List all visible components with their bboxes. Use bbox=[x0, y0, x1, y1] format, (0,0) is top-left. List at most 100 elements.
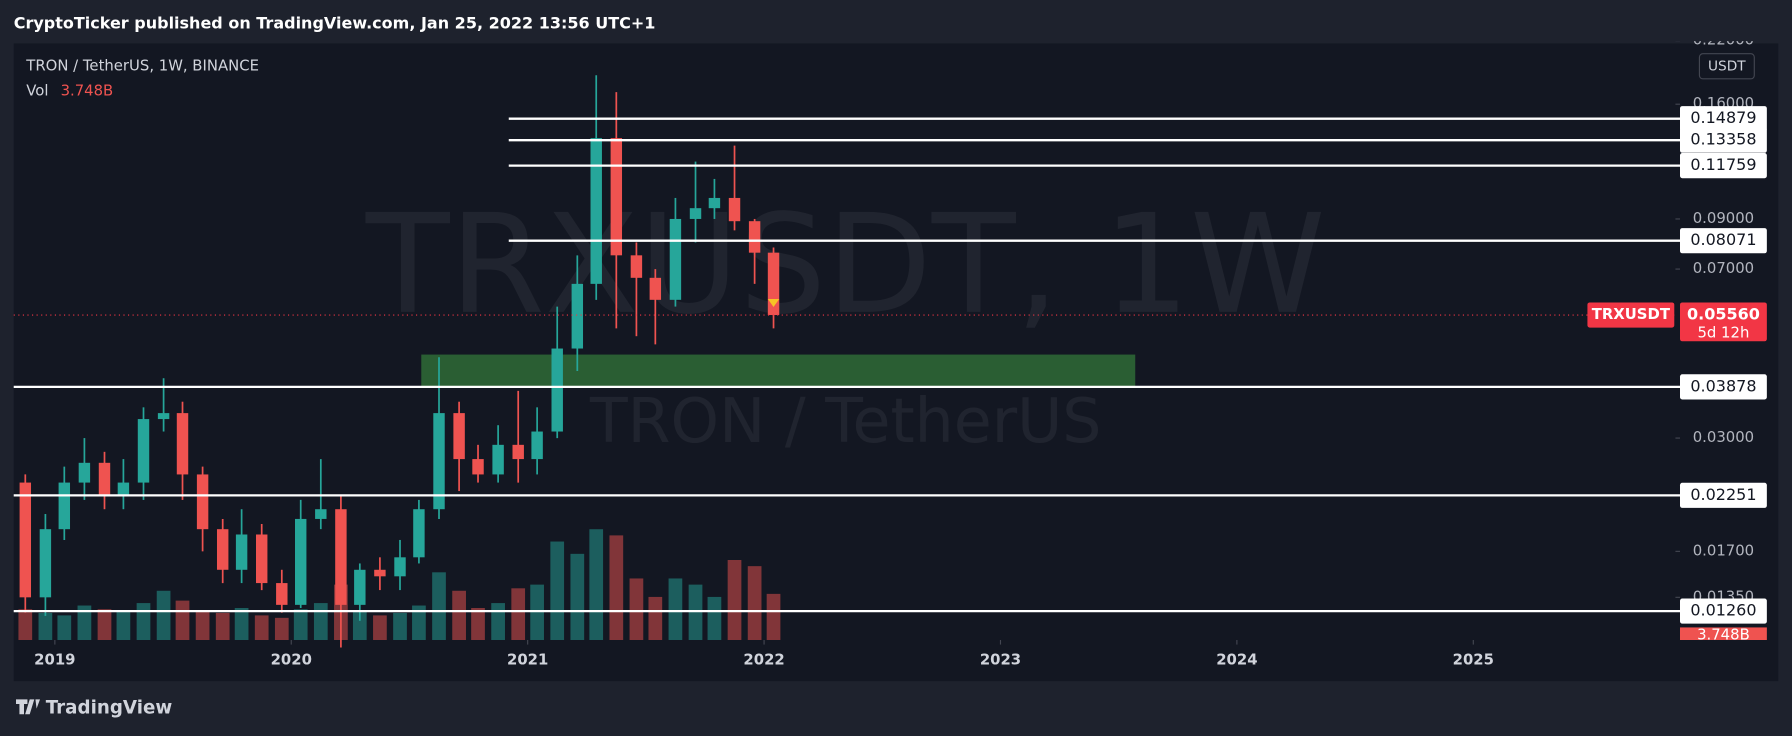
volume-bar bbox=[452, 590, 466, 640]
candle-body bbox=[728, 197, 741, 222]
level-label-box bbox=[1680, 106, 1767, 132]
currency-box bbox=[1698, 53, 1755, 80]
candle-body bbox=[630, 255, 643, 278]
x-tick-label: 2022 bbox=[743, 651, 784, 669]
volume-bar bbox=[136, 603, 151, 640]
last-price-marker bbox=[767, 299, 780, 308]
candle-body bbox=[276, 583, 288, 605]
level-label: 0.13358 bbox=[1690, 130, 1756, 149]
candle-body bbox=[315, 509, 327, 519]
candle-body bbox=[453, 413, 465, 460]
volume-bar bbox=[254, 615, 269, 640]
volume-bar bbox=[766, 593, 781, 640]
candle-body bbox=[433, 413, 445, 510]
volume-bar bbox=[668, 578, 683, 640]
candle-body bbox=[512, 444, 524, 460]
volume-bar bbox=[313, 603, 328, 640]
logo bbox=[16, 699, 40, 715]
level-label: 0.11759 bbox=[1690, 155, 1756, 174]
volume-bar bbox=[570, 553, 585, 640]
volume-name: Vol bbox=[26, 81, 48, 99]
candle-body bbox=[472, 459, 484, 475]
level-label-box bbox=[1680, 482, 1767, 508]
volume-bar bbox=[707, 596, 722, 640]
volume-bar bbox=[195, 610, 210, 640]
volume-bar bbox=[215, 612, 230, 640]
watermark-subtitle: TRON / TetherUS bbox=[589, 385, 1101, 457]
candle-body bbox=[689, 208, 702, 219]
candle-body bbox=[19, 482, 32, 598]
level-label: 0.01260 bbox=[1690, 601, 1756, 620]
level-label: 0.14879 bbox=[1690, 108, 1756, 127]
y-tick-label: 0.01700 bbox=[1693, 541, 1754, 559]
volume-bar bbox=[550, 541, 565, 640]
y-tick-label: 0.07000 bbox=[1693, 259, 1754, 277]
x-tick-label: 2019 bbox=[34, 651, 75, 669]
candle-body bbox=[748, 221, 761, 253]
x-tick-label: 2023 bbox=[980, 651, 1021, 669]
candle-body bbox=[78, 462, 91, 483]
candle-body bbox=[137, 419, 150, 483]
volume-bar bbox=[530, 584, 544, 640]
support-zone bbox=[421, 354, 1136, 387]
level-label-box bbox=[1680, 228, 1767, 254]
level-label-box bbox=[1680, 598, 1767, 624]
level-label-box bbox=[1680, 127, 1767, 153]
volume-bar bbox=[432, 572, 446, 640]
level-label: 0.03878 bbox=[1690, 376, 1756, 395]
volume-bar bbox=[648, 596, 663, 640]
volume-bar bbox=[293, 609, 308, 640]
header: CryptoTicker published on TradingView.co… bbox=[14, 14, 656, 33]
candle-body bbox=[157, 413, 170, 420]
volume-bar bbox=[629, 578, 644, 640]
countdown: 5d 12h bbox=[1697, 323, 1749, 341]
candle-body bbox=[335, 509, 347, 605]
candle-body bbox=[767, 252, 780, 316]
level-label: 0.08071 bbox=[1690, 230, 1756, 249]
candle-body bbox=[294, 518, 307, 605]
candle-body bbox=[255, 534, 268, 584]
last-price-label: 0.05560 bbox=[1687, 305, 1760, 324]
volume-bar bbox=[412, 605, 426, 640]
candle-body bbox=[708, 197, 721, 209]
volume-bar bbox=[156, 590, 171, 640]
candle-body bbox=[176, 413, 189, 475]
symbol-label: TRXUSDT bbox=[1592, 305, 1671, 323]
volume-label-box bbox=[1680, 627, 1767, 640]
volume-bar bbox=[491, 603, 505, 640]
candle-body bbox=[39, 529, 52, 598]
volume-bar bbox=[589, 529, 604, 640]
watermark: TRXUSDT, 1W bbox=[365, 186, 1326, 345]
volume-bar bbox=[511, 588, 526, 640]
candle-body bbox=[117, 482, 130, 496]
candle-body bbox=[58, 482, 71, 530]
volume-bar bbox=[688, 584, 703, 640]
volume-bar bbox=[609, 535, 624, 640]
level-label: 0.02251 bbox=[1690, 485, 1756, 504]
candle-body bbox=[374, 569, 386, 577]
volume-bar bbox=[471, 608, 485, 640]
x-tick-label: 2024 bbox=[1216, 651, 1257, 669]
candle-body bbox=[413, 509, 425, 558]
volume-bar bbox=[57, 615, 72, 640]
y-tick-label: 0.09000 bbox=[1693, 209, 1754, 227]
last-price-box bbox=[1680, 302, 1767, 342]
candle-body bbox=[98, 462, 111, 496]
candle-body bbox=[551, 348, 563, 432]
volume-bar bbox=[274, 617, 289, 640]
candle-body bbox=[610, 138, 623, 256]
level-label-box bbox=[1680, 153, 1767, 179]
candle-body bbox=[196, 474, 209, 530]
currency: USDT bbox=[1708, 58, 1746, 74]
x-tick-label: 2025 bbox=[1453, 651, 1494, 669]
volume-axis-label: 3.748B bbox=[1697, 625, 1750, 643]
volume-bar bbox=[97, 609, 112, 640]
volume-bar bbox=[38, 612, 53, 640]
volume-bar bbox=[18, 609, 33, 640]
candle-body bbox=[590, 138, 602, 284]
candle-body bbox=[216, 529, 229, 570]
volume-bar bbox=[747, 566, 762, 640]
